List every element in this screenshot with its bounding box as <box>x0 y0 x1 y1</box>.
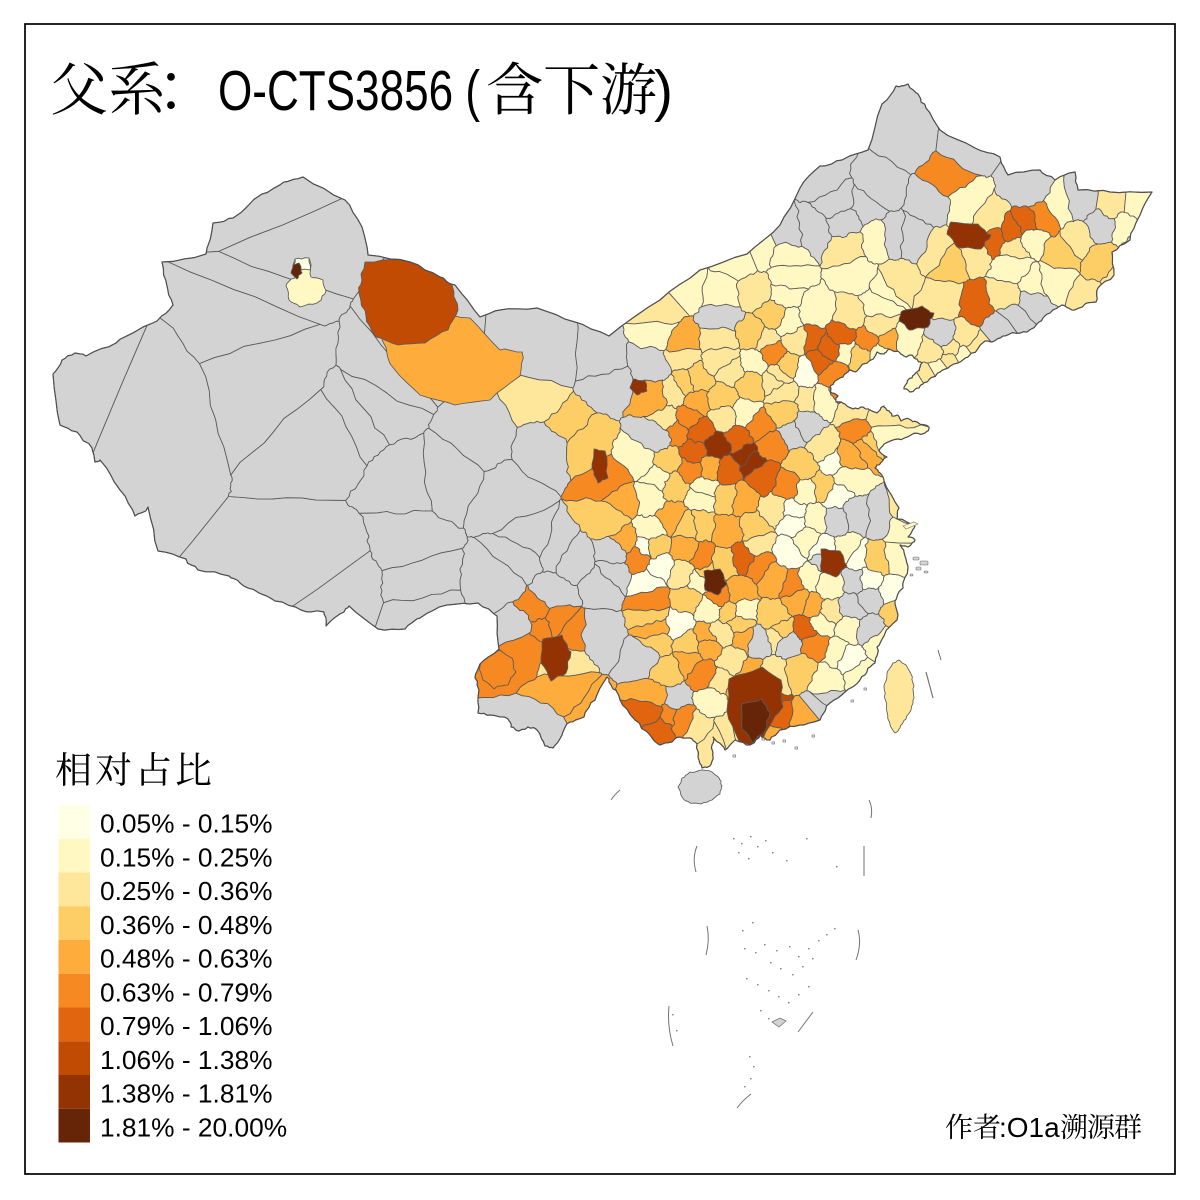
svg-text:O-CTS3856 (: O-CTS3856 ( <box>218 59 480 123</box>
svg-text:0.48% - 0.63%: 0.48% - 0.63% <box>100 944 273 974</box>
svg-text:0.79% - 1.06%: 0.79% - 1.06% <box>100 1011 273 1041</box>
svg-text::O1a: :O1a <box>999 1112 1060 1143</box>
svg-text:1.06% - 1.38%: 1.06% - 1.38% <box>100 1045 273 1075</box>
svg-text:0.63% - 0.79%: 0.63% - 0.79% <box>100 977 273 1007</box>
svg-text:): ) <box>654 59 673 123</box>
svg-text:1.38% - 1.81%: 1.38% - 1.81% <box>100 1079 273 1109</box>
svg-text:0.05% - 0.15%: 0.05% - 0.15% <box>100 809 273 839</box>
svg-text:1.81% - 20.00%: 1.81% - 20.00% <box>100 1112 287 1142</box>
svg-text:0.15% - 0.25%: 0.15% - 0.25% <box>100 842 273 872</box>
svg-text:0.36% - 0.48%: 0.36% - 0.48% <box>100 910 273 940</box>
svg-text:0.25% - 0.36%: 0.25% - 0.36% <box>100 876 273 906</box>
